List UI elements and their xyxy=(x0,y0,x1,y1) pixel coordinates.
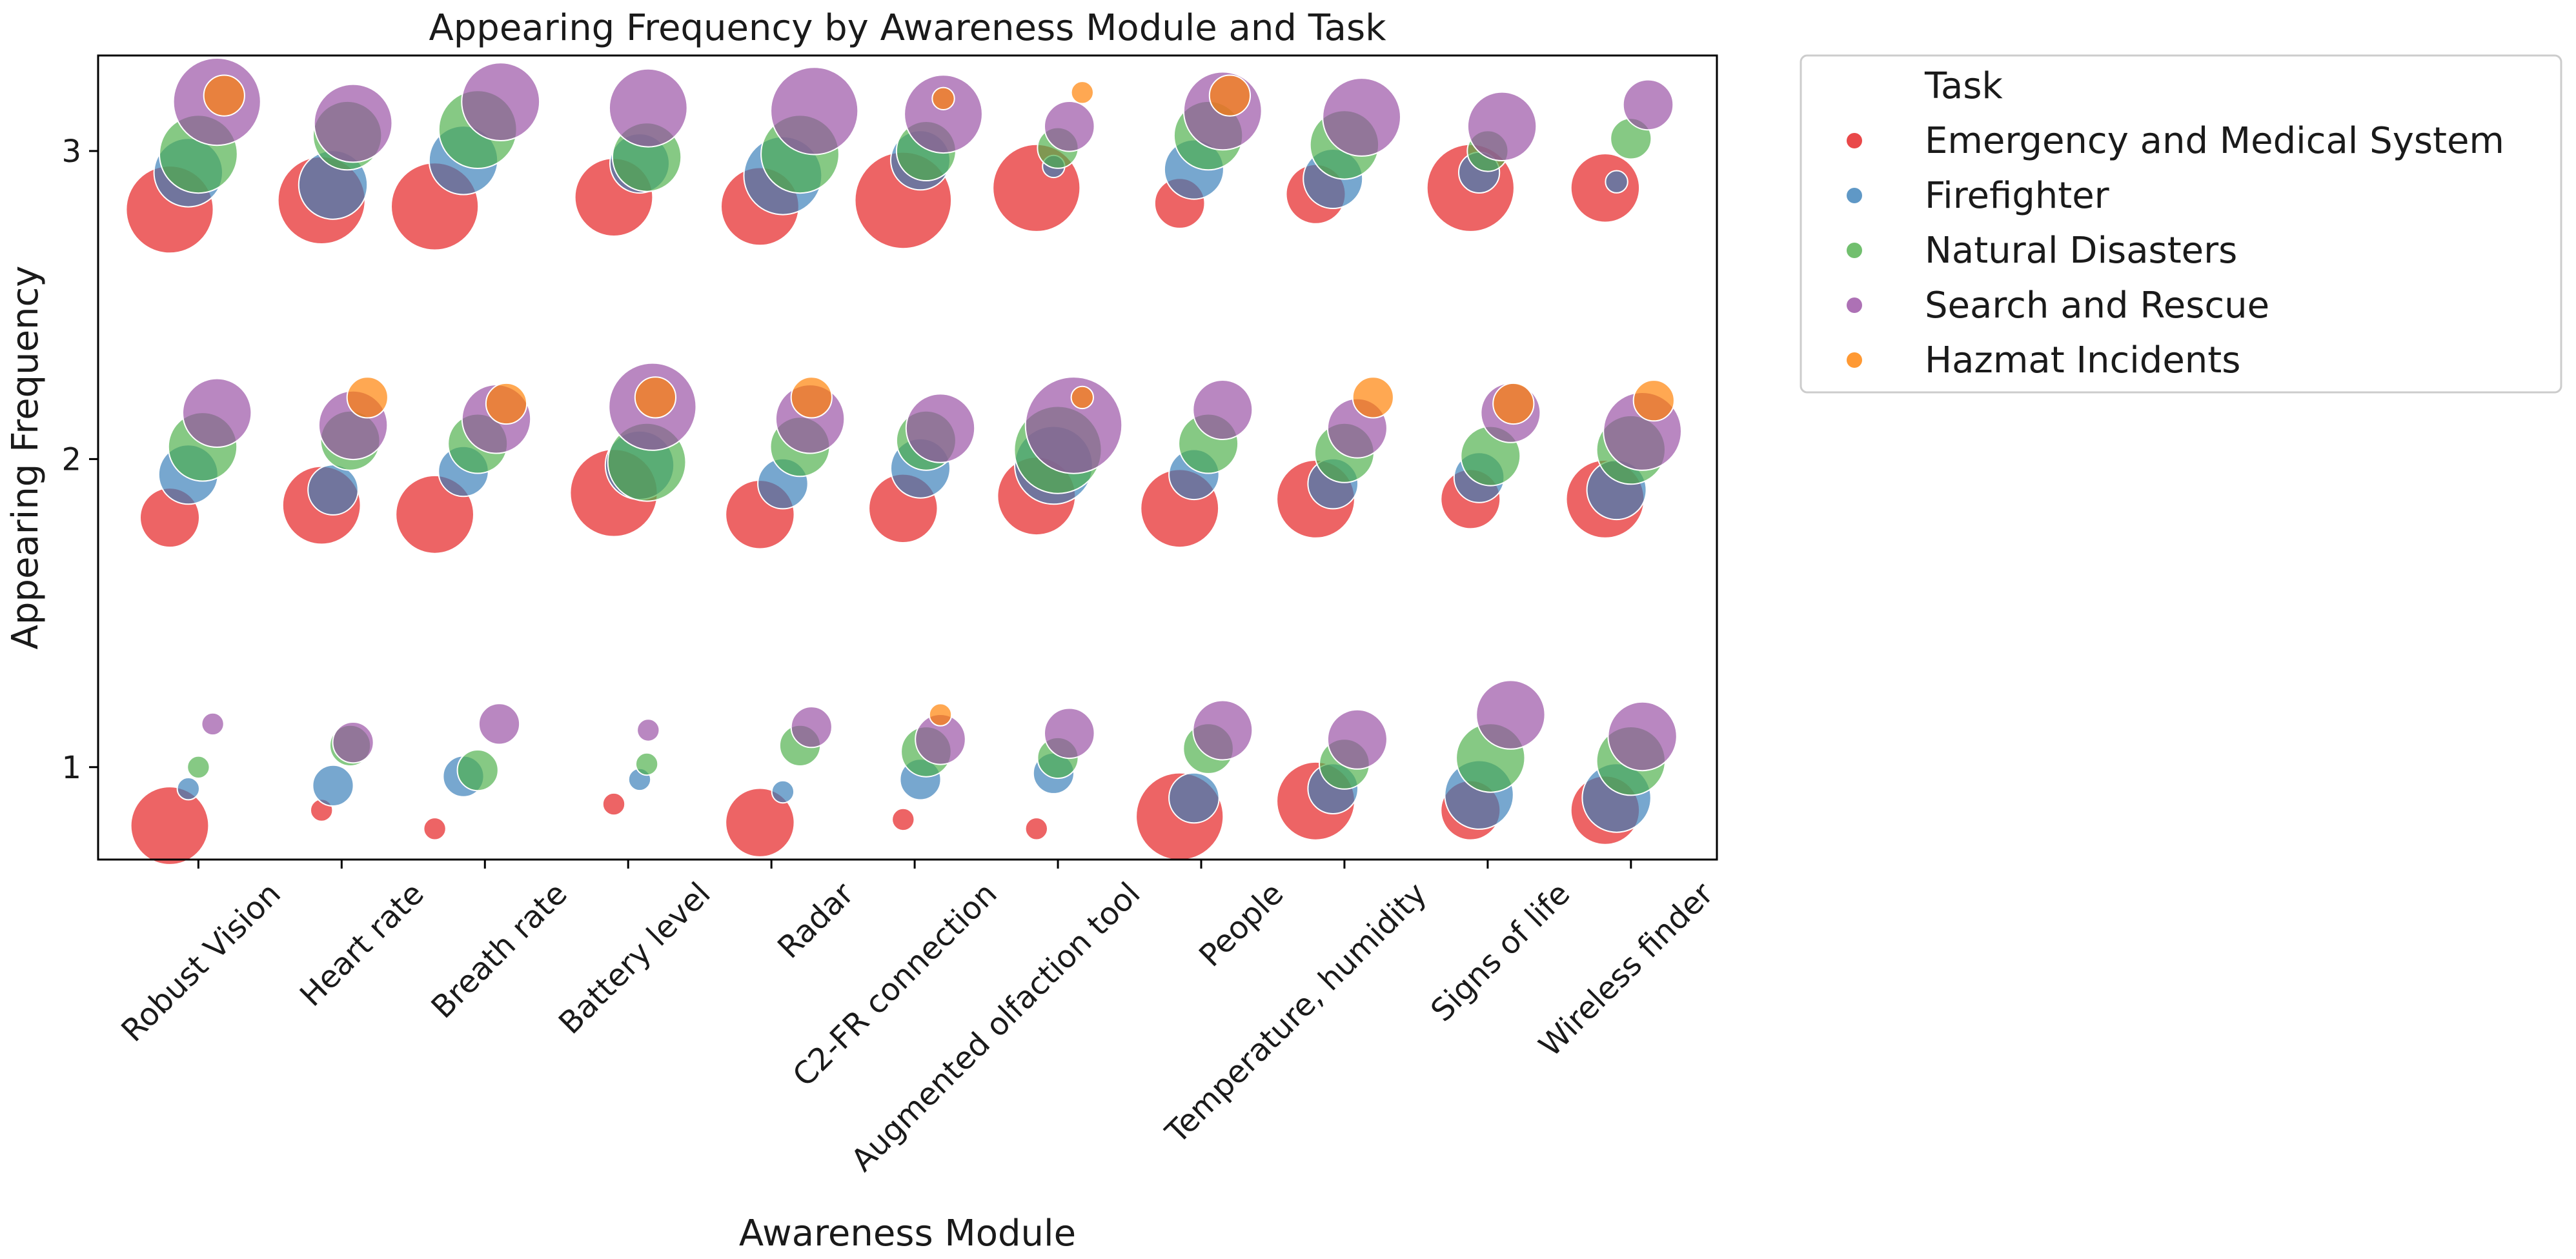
legend-label: Search and Rescue xyxy=(1925,285,2269,327)
data-point xyxy=(608,68,688,148)
legend-marker xyxy=(1847,188,1862,203)
data-point xyxy=(1070,385,1095,410)
x-tick-label: Temperature, humidity xyxy=(1159,876,1434,1151)
legend: Task Emergency and Medical System Firefig… xyxy=(1800,54,2562,394)
data-point xyxy=(1070,81,1095,105)
data-point xyxy=(634,752,659,776)
data-point xyxy=(203,74,245,117)
series-4 xyxy=(203,74,1675,727)
data-point xyxy=(312,764,354,807)
data-point xyxy=(790,376,833,419)
data-point xyxy=(928,703,953,727)
data-point xyxy=(1168,772,1220,824)
data-point xyxy=(1326,709,1388,770)
data-point xyxy=(1607,701,1678,772)
x-tick-label: Robust Vision xyxy=(114,876,288,1049)
data-point xyxy=(1208,74,1252,117)
y-tick-label: 2 xyxy=(61,441,81,478)
data-point xyxy=(904,74,983,154)
data-point xyxy=(905,393,976,463)
data-point xyxy=(313,83,393,163)
data-point xyxy=(182,378,252,448)
data-points xyxy=(125,57,1683,865)
data-point xyxy=(1352,376,1394,419)
data-point xyxy=(1192,379,1253,440)
x-tick-label: Radar xyxy=(771,876,861,966)
data-point xyxy=(771,780,795,804)
legend-label: Firefighter xyxy=(1925,175,2110,217)
x-tick-label: People xyxy=(1192,876,1290,974)
x-axis-label: Awareness Module xyxy=(739,1213,1076,1254)
data-point xyxy=(1044,707,1095,760)
data-point xyxy=(636,718,660,742)
x-tick-label: Signs of life xyxy=(1424,876,1577,1029)
data-point xyxy=(770,66,859,156)
y-tick-label: 1 xyxy=(61,750,81,786)
data-point xyxy=(423,817,447,841)
legend-marker xyxy=(1847,297,1862,313)
data-point xyxy=(790,706,833,749)
x-tick-label: Augmented olfaction tool xyxy=(844,876,1148,1179)
y-axis: 1 2 3 xyxy=(61,134,98,786)
data-point xyxy=(478,703,521,745)
data-point xyxy=(1622,79,1674,131)
legend-marker xyxy=(1847,243,1862,258)
data-point xyxy=(187,755,210,780)
x-tick-label: Battery level xyxy=(552,876,718,1042)
data-point xyxy=(1605,170,1628,194)
data-point xyxy=(1570,153,1641,223)
data-point xyxy=(130,786,210,865)
data-point xyxy=(1322,77,1402,157)
legend-title: Task xyxy=(1924,65,2003,107)
data-point xyxy=(461,62,541,142)
legend-label: Natural Disasters xyxy=(1925,230,2237,272)
data-point xyxy=(1192,700,1253,761)
data-point xyxy=(1024,817,1049,841)
data-point xyxy=(1024,376,1123,474)
data-point xyxy=(1492,382,1535,425)
legend-marker xyxy=(1847,352,1862,368)
plot-frame xyxy=(97,54,1718,861)
legend-marker xyxy=(1847,133,1862,148)
legend-items: Emergency and Medical System Firefighter N… xyxy=(1847,120,2504,381)
data-point xyxy=(891,807,915,832)
data-point xyxy=(1466,91,1537,162)
data-point xyxy=(1476,680,1546,750)
legend-frame xyxy=(1800,54,2562,394)
data-point xyxy=(1632,379,1675,422)
data-point xyxy=(485,382,528,425)
data-point xyxy=(1044,101,1095,152)
y-tick-label: 3 xyxy=(61,134,81,170)
data-point xyxy=(346,376,389,419)
legend-label: Hazmat Incidents xyxy=(1925,339,2240,381)
x-tick-label: Breath rate xyxy=(424,876,574,1025)
y-axis-label: Appearing Frequency xyxy=(5,266,46,650)
data-point xyxy=(332,721,374,764)
chart-title: Appearing Frequency by Awareness Module … xyxy=(429,7,1386,49)
data-point xyxy=(725,787,795,858)
legend-label: Emergency and Medical System xyxy=(1925,120,2504,162)
data-point xyxy=(931,86,955,111)
x-tick-label: Heart rate xyxy=(293,876,431,1014)
data-point xyxy=(176,777,200,801)
data-point xyxy=(634,376,677,419)
data-point xyxy=(201,712,225,736)
data-point xyxy=(307,464,359,516)
data-point xyxy=(602,792,626,816)
data-point xyxy=(456,749,499,792)
